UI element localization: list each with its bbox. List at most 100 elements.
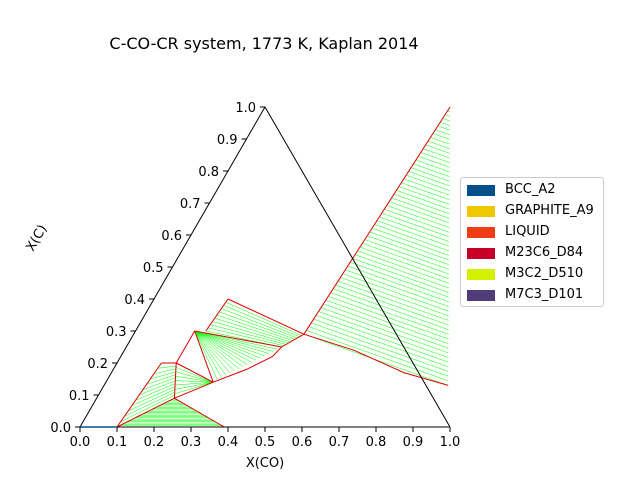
phase-boundary bbox=[205, 298, 229, 332]
tieline bbox=[194, 330, 240, 370]
y-tick-label: 0.7 bbox=[180, 197, 201, 212]
phase-boundary bbox=[213, 346, 282, 383]
tieline bbox=[371, 227, 450, 256]
tieline bbox=[207, 327, 284, 346]
tieline bbox=[194, 330, 222, 378]
phase-boundary bbox=[174, 397, 225, 428]
tieline bbox=[408, 171, 450, 187]
tieline bbox=[440, 121, 450, 126]
tieline bbox=[194, 330, 261, 359]
tieline bbox=[418, 155, 450, 168]
x-axis-ticks: 0.0 0.1 0.2 0.3 0.4 0.5 0.6 0.7 0.8 0.9 1.0 bbox=[70, 427, 461, 450]
tieline bbox=[219, 311, 296, 340]
x-tick-label: 0.1 bbox=[107, 435, 128, 450]
tieline bbox=[194, 330, 248, 365]
y-tick-label: 0.2 bbox=[87, 357, 108, 372]
phase-boundary bbox=[303, 106, 451, 335]
tieline bbox=[194, 330, 257, 361]
tieline bbox=[174, 381, 214, 390]
legend-label: M23C6_D84 bbox=[505, 245, 584, 260]
tieline bbox=[153, 368, 176, 374]
tieline bbox=[345, 269, 449, 307]
tieline bbox=[210, 324, 287, 345]
tieline bbox=[175, 375, 214, 383]
tieline bbox=[135, 383, 176, 401]
tieline bbox=[194, 330, 227, 376]
tieline bbox=[403, 178, 450, 196]
tieline bbox=[150, 371, 176, 380]
tieline bbox=[139, 380, 176, 396]
x-tick-label: 0.5 bbox=[255, 435, 276, 450]
legend-label: LIQUID bbox=[505, 224, 550, 239]
tieline bbox=[308, 326, 449, 377]
tieline bbox=[127, 389, 175, 412]
tieline bbox=[320, 307, 449, 354]
phase-boundary bbox=[116, 397, 175, 428]
x-tick-label: 0.7 bbox=[329, 435, 350, 450]
tieline bbox=[381, 212, 450, 238]
tieline bbox=[420, 152, 450, 163]
triangle-frame bbox=[79, 106, 451, 428]
tieline bbox=[214, 317, 291, 343]
tieline bbox=[386, 205, 450, 228]
tieline bbox=[142, 377, 176, 390]
tieline bbox=[354, 254, 449, 289]
tieline bbox=[325, 299, 449, 344]
legend-swatch bbox=[467, 206, 495, 217]
tieline bbox=[432, 133, 450, 140]
x-tick-label: 0.6 bbox=[292, 435, 313, 450]
tieline bbox=[175, 367, 214, 383]
tieline bbox=[430, 137, 450, 145]
y-axis-label: X(C) bbox=[23, 222, 50, 254]
tieline bbox=[442, 118, 450, 122]
phase-boundary bbox=[175, 362, 214, 383]
tieline bbox=[175, 371, 214, 383]
tieline bbox=[384, 209, 450, 233]
tieline bbox=[396, 190, 450, 210]
triangle-right-edge bbox=[264, 106, 451, 428]
tieline bbox=[347, 265, 449, 303]
y-axis-ticks: 0.0 0.1 0.2 0.3 0.4 0.5 0.6 0.7 0.8 0.9 1.0 bbox=[50, 101, 265, 436]
tieline bbox=[131, 386, 176, 406]
x-axis-label: X(CO) bbox=[246, 456, 284, 471]
phase-boundary bbox=[194, 330, 214, 383]
tieline bbox=[413, 163, 450, 177]
y-tick-label: 0.6 bbox=[161, 229, 182, 244]
tieline bbox=[318, 311, 449, 358]
x-tick-label: 0.9 bbox=[403, 435, 424, 450]
x-tick-label: 1.0 bbox=[440, 435, 461, 450]
tieline bbox=[364, 239, 450, 270]
tieline bbox=[194, 330, 218, 381]
tieline bbox=[332, 288, 449, 330]
tieline bbox=[221, 308, 298, 339]
y-tick-label: 1.0 bbox=[235, 101, 256, 116]
tieline bbox=[423, 148, 450, 159]
legend: BCC_A2 GRAPHITE_A9 LIQUID M23C6_D84 M3C2… bbox=[460, 177, 604, 307]
legend-swatch bbox=[467, 290, 495, 301]
tieline bbox=[216, 314, 293, 341]
tieline bbox=[391, 197, 450, 219]
tieline bbox=[389, 201, 450, 224]
tieline bbox=[194, 330, 244, 368]
phase-boundary bbox=[175, 330, 196, 364]
legend-label: M3C2_D510 bbox=[505, 266, 584, 281]
y-tick-label: 0.9 bbox=[217, 133, 238, 148]
tieline bbox=[194, 330, 265, 357]
legend-label: M7C3_D101 bbox=[505, 287, 584, 302]
phase-boundary bbox=[116, 362, 162, 428]
tieline bbox=[393, 193, 450, 214]
tieline bbox=[146, 374, 176, 385]
tieline bbox=[194, 330, 252, 363]
tieline bbox=[415, 159, 450, 173]
tieline bbox=[337, 280, 449, 321]
tieline bbox=[379, 216, 450, 242]
tieline bbox=[124, 392, 175, 417]
tieline bbox=[445, 114, 451, 117]
y-tick-label: 0.8 bbox=[198, 165, 219, 180]
phase-boundary bbox=[194, 330, 282, 348]
tieline bbox=[175, 380, 214, 383]
legend-swatch bbox=[467, 227, 495, 238]
tieline bbox=[352, 258, 449, 293]
legend-swatch bbox=[467, 269, 495, 280]
